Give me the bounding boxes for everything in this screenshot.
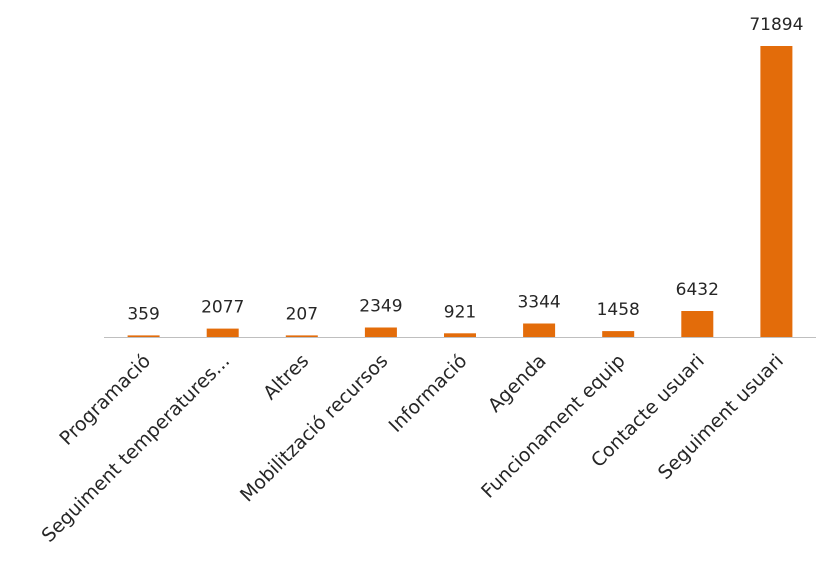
value-labels-group: 359 2077 207 2349 921 3344 1458 6432 71894 <box>127 15 803 324</box>
category-label-7: Funcionament equip <box>477 350 630 503</box>
value-label-4: 2349 <box>359 297 402 317</box>
value-label-7: 1458 <box>597 300 640 320</box>
bars-group <box>127 46 793 337</box>
bar-3 <box>285 335 318 337</box>
bar-1 <box>127 335 160 337</box>
bar-7 <box>602 331 635 337</box>
value-label-2: 2077 <box>201 298 244 318</box>
value-label-6: 3344 <box>517 293 560 313</box>
bar-9 <box>760 46 793 337</box>
category-label-6: Agenda <box>484 350 551 417</box>
value-label-1: 359 <box>127 304 159 324</box>
bar-4 <box>364 327 397 337</box>
bar-2 <box>206 328 239 337</box>
bar-6 <box>523 323 556 337</box>
bar-8 <box>681 311 714 337</box>
category-label-3: Altres <box>259 350 313 404</box>
value-label-9: 71894 <box>749 15 803 35</box>
bar-5 <box>444 333 476 337</box>
category-label-5: Informació <box>385 350 472 437</box>
value-label-3: 207 <box>286 304 318 324</box>
category-label-4: Mobilització recursos <box>236 350 392 506</box>
value-label-5: 921 <box>444 302 476 322</box>
value-label-8: 6432 <box>676 280 719 300</box>
